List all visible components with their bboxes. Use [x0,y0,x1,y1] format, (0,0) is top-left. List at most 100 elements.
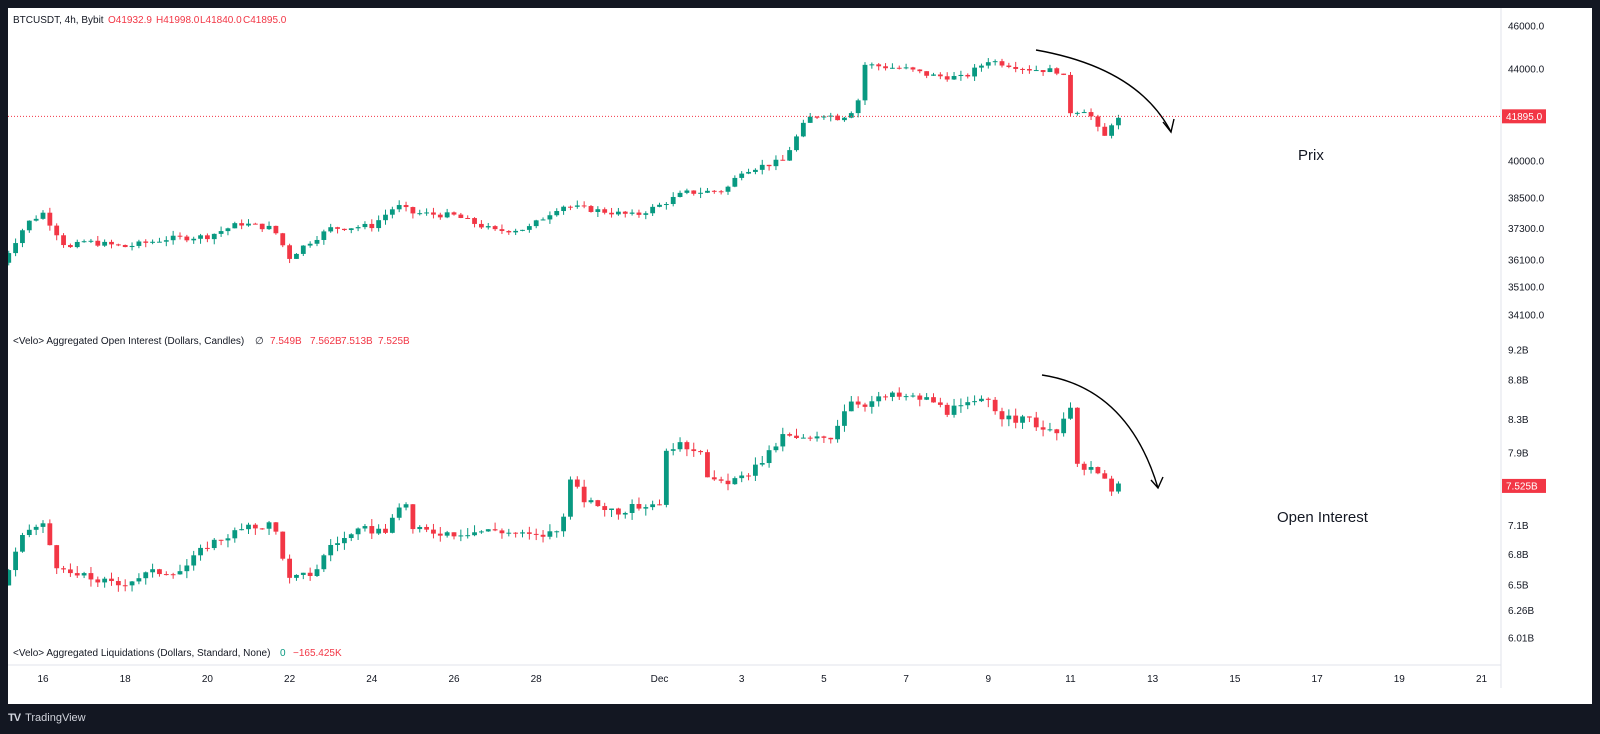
price-candle-body [794,136,799,151]
price-candle-body [68,245,73,248]
oi-candle-body [725,480,731,485]
oi-candle-body [821,436,827,438]
oi-candle-body [896,392,902,397]
price-candle-body [259,223,265,230]
ohlc-close: C41895.0 [243,15,287,26]
oi-candle-body [985,398,991,400]
time-axis-tick-label: 26 [448,674,460,685]
oi-candle-body [629,504,635,513]
oi-candle-body [383,528,388,533]
price-candle-body [609,212,614,215]
price-candle-body [561,206,566,212]
price-candle-body [1074,112,1080,114]
price-axis-tick-label: 38500.0 [1508,193,1545,204]
oi-candle-body [205,547,210,549]
price-candle-body [999,61,1005,66]
oi-candle-body [1061,418,1067,434]
oi-candle-body [492,529,498,531]
oi-candle-body [280,531,286,559]
price-candle-body [985,62,991,66]
price-candle-body [780,159,786,161]
price-candle-body [855,100,861,114]
price-candle-body [396,205,402,210]
price-candle-body [753,169,758,172]
oi-candle-body [252,524,258,529]
price-candle-body [568,206,573,208]
oi-candle-body [1047,429,1053,431]
brand-label[interactable]: TradingView [25,712,86,724]
oi-candle-body [705,452,710,478]
price-candle-body [650,206,656,214]
oi-candle-body [910,395,916,397]
oi-candle-body [773,446,779,451]
price-candle-body [821,116,827,118]
price-candle-body [622,211,628,214]
price-candle-body [972,67,977,77]
price-candle-body [773,159,779,167]
time-axis-tick-label: 15 [1229,674,1241,685]
time-axis-tick-label: 9 [986,674,992,685]
oi-axis-tick-label: 6.8B [1508,550,1529,561]
oi-candle-body [609,508,614,511]
price-candle-body [787,150,793,161]
oi-candle-body [848,401,854,412]
price-candle-body [54,225,60,236]
price-candle-body [1013,66,1019,69]
oi-candle-body [842,411,847,426]
oi-candle-body [903,396,909,398]
oi-candle-body [485,529,491,532]
oi-candle-body [787,434,793,436]
price-candle-body [890,67,895,69]
price-candle-body [115,244,121,246]
price-candle-body [842,117,847,121]
price-candle-body [903,67,909,69]
price-candle-body [20,230,25,244]
oi-value-2: 7.562B [310,336,342,347]
price-candle-body [602,209,608,213]
oi-candle-body [61,568,66,570]
oi-axis-tick-label: 8.8B [1508,376,1529,387]
oi-candle-body [191,555,197,566]
oi-candle-body [663,450,669,505]
time-axis-tick-label: 16 [37,674,49,685]
price-candle-body [869,64,875,66]
price-candle-body [581,205,587,207]
oi-candle-body [163,574,169,576]
oi-candle-body [1102,473,1108,479]
price-candle-body [205,235,210,240]
price-candle-body [1027,68,1032,71]
oi-axis-tick-label: 8.3B [1508,415,1529,426]
time-axis-tick-label: 5 [821,674,827,685]
price-candle-body [47,212,53,226]
price-candle-body [616,211,621,215]
oi-candle-body [369,526,375,534]
price-axis-tick-label: 46000.0 [1508,22,1545,33]
price-candle-body [1047,68,1053,73]
price-candle-body [499,229,505,231]
price-candle-body [273,225,279,234]
oi-candle-body [157,569,162,575]
oi-candle-body [574,479,580,487]
oi-candle-body [862,404,868,407]
tradingview-logo-icon[interactable]: TV [8,712,21,724]
price-last-badge: 41895.0 [1506,112,1543,123]
price-candle-body [424,212,429,214]
time-axis-tick-label: 18 [120,674,132,685]
price-candle-body [287,245,292,259]
price-candle-body [1020,68,1025,70]
oi-value-1: 7.549B [270,336,302,347]
price-candle-body [1081,112,1087,114]
price-axis-tick-label: 36100.0 [1508,256,1545,267]
chart-svg[interactable]: BTCUSDT, 4h, Bybit O41932.9 H41998.0 L41… [8,8,1592,704]
oi-candle-body [410,504,416,530]
ohlc-open: O41932.9 [108,15,152,26]
liq-value-1: 0 [280,648,286,659]
oi-candle-body [533,533,539,535]
oi-candle-body [753,464,758,476]
oi-candle-body [739,475,745,479]
oi-candle-body [999,411,1005,420]
oi-candle-body [759,463,765,465]
oi-candle-body [670,449,676,451]
oi-candle-body [266,522,272,529]
price-candle-body [437,214,443,218]
